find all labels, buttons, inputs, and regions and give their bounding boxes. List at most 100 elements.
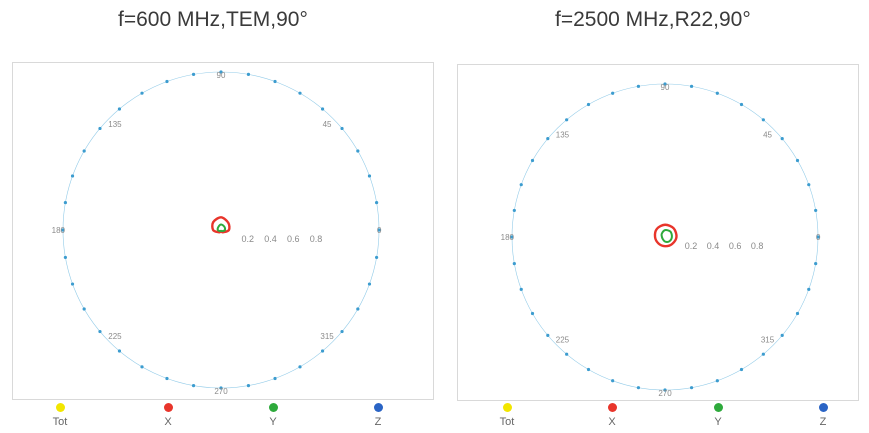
radial-tick-label: 0.4 [264, 234, 277, 244]
ring-dot [63, 200, 68, 205]
ring-dot [246, 72, 251, 77]
ring-dot [816, 235, 820, 239]
ring-dot [117, 107, 122, 111]
legend-item-x: X [592, 400, 632, 428]
ring-dot [586, 367, 591, 372]
ring-dot [320, 107, 325, 111]
ring-dot [519, 287, 523, 291]
legend-label: X [608, 416, 616, 428]
ring-dot [636, 84, 641, 88]
legend-label: Z [374, 416, 382, 428]
ring-dot [356, 149, 360, 153]
legend-dot [713, 403, 723, 412]
ring-dot [273, 79, 277, 84]
legend-dot [818, 403, 828, 412]
legend-item-z: Z [803, 400, 843, 428]
ring-dot [814, 261, 818, 266]
ring-dot [512, 261, 516, 266]
ring-dot [98, 329, 102, 334]
legend-dot [268, 403, 278, 412]
ring-dot [636, 386, 641, 390]
ring-dot [795, 158, 800, 163]
ring-dot [117, 349, 122, 353]
ring-dot [298, 91, 302, 95]
angle-tick-label: 135 [556, 130, 570, 139]
ring-dot [367, 174, 372, 178]
legend-label: Y [714, 416, 722, 428]
ring-dot [689, 386, 694, 390]
ring-dot [340, 329, 344, 334]
angle-tick-label: 180 [52, 226, 66, 235]
ring-dot [663, 388, 667, 392]
ring-dot [246, 383, 251, 388]
polar-plot-left: 90 45 0 315 270 225 180 135 0.2 0.4 0.6 0.8 [52, 70, 382, 396]
ring-dot [374, 200, 379, 205]
ring-dot [70, 282, 75, 286]
chart-title-right: f=2500 MHz,R22,90° [555, 8, 751, 31]
ring-dot [165, 376, 169, 381]
angle-tick-label: 0 [377, 226, 382, 235]
ring-dot [761, 352, 765, 356]
legend-label: Tot [499, 416, 515, 428]
legend-item-y: Y [253, 400, 293, 428]
legend-item-x: X [148, 400, 188, 428]
legend-label: X [164, 416, 172, 428]
angle-tick-label: 225 [108, 332, 122, 341]
ring-dot [739, 367, 744, 372]
legend-left: Tot X Y Z [0, 400, 440, 433]
polar-plot-panel-right: 90 45 0 315 270 225 180 135 0.2 0.4 0.6 0.8 [457, 64, 859, 401]
legend-item-y: Y [698, 400, 738, 428]
radial-tick-label: 0.8 [310, 234, 323, 244]
ring-dot [611, 379, 615, 383]
ring-dot [165, 79, 169, 84]
ring-dot [689, 84, 694, 88]
angle-tick-label: 90 [661, 83, 670, 92]
radial-tick-label: 0.6 [729, 241, 742, 251]
ring-dot [98, 126, 102, 131]
ring-dot [219, 386, 223, 390]
ring-dot [814, 208, 818, 213]
angle-tick-label: 225 [556, 336, 570, 345]
ring-dot [140, 365, 144, 369]
ring-dot [219, 70, 223, 74]
legend-dot [502, 403, 512, 412]
legend-label: Z [819, 416, 827, 428]
legend-item-z: Z [358, 400, 398, 428]
angle-tick-label: 135 [108, 120, 122, 129]
ring-dot [374, 255, 379, 260]
ring-dot [761, 118, 765, 122]
ring-dot [565, 118, 569, 122]
ring-dot [780, 137, 784, 141]
ring-dot [530, 158, 535, 163]
ring-dot [320, 349, 325, 353]
angle-tick-label: 180 [501, 233, 515, 242]
ring-dot [340, 126, 344, 131]
ring-dot [715, 379, 719, 383]
ring-dot [63, 255, 68, 260]
legend-item-tot: Tot [487, 400, 527, 428]
angle-tick-label: 315 [320, 332, 334, 341]
angle-tick-label: 270 [214, 387, 228, 396]
radial-tick-label: 0.6 [287, 234, 300, 244]
series-x-line [653, 223, 678, 248]
polar-plot-right: 90 45 0 315 270 225 180 135 0.2 0.4 0.6 0.8 [501, 82, 821, 398]
ring-dot [546, 137, 550, 141]
series-x-line [211, 216, 231, 234]
legend-label: Tot [52, 416, 68, 428]
ring-dot [82, 149, 86, 153]
legend-label: Y [269, 416, 277, 428]
ring-dot [586, 102, 591, 107]
chart-title-left: f=600 MHz,TEM,90° [118, 8, 308, 31]
legend-dot [373, 403, 383, 412]
ring-dot [565, 352, 569, 356]
angle-tick-label: 0 [816, 233, 821, 242]
ring-dot [780, 333, 784, 337]
ring-dot [611, 91, 615, 95]
ring-dot [367, 282, 372, 286]
ring-dot [510, 235, 514, 239]
ring-dot [715, 91, 719, 95]
polar-plot-panel-left: 90 45 0 315 270 225 180 135 0.2 0.4 0.6 0.8 [12, 62, 434, 400]
ring-dot [795, 311, 800, 316]
legend-dot [163, 403, 173, 412]
angle-tick-label: 315 [761, 336, 775, 345]
